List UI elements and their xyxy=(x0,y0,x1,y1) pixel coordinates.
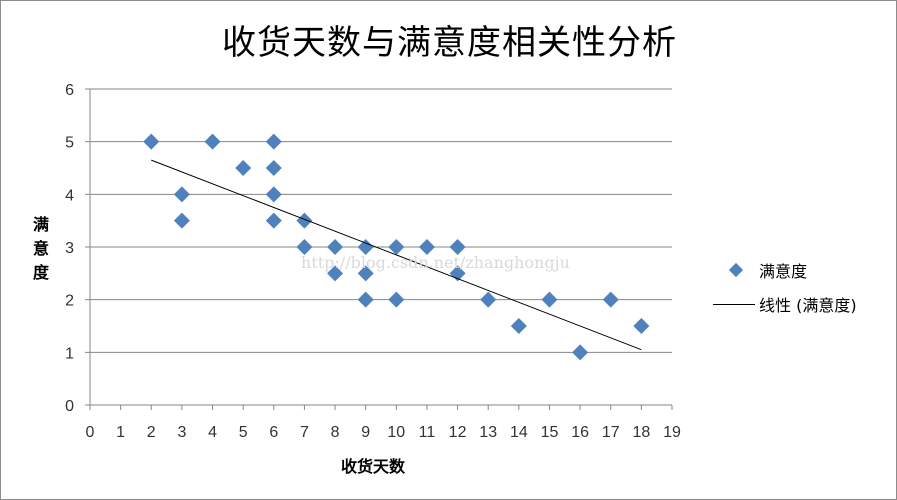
x-tick-label: 6 xyxy=(269,424,278,441)
x-tick-label: 3 xyxy=(177,424,186,441)
data-point xyxy=(418,239,435,255)
x-tick-label: 9 xyxy=(361,424,370,441)
trendline xyxy=(151,159,642,351)
y-tick-label: 3 xyxy=(65,240,74,257)
data-point xyxy=(357,265,374,282)
x-tick-label: 5 xyxy=(239,424,248,441)
data-point xyxy=(327,265,344,282)
legend-label: 线性 (满意度) xyxy=(759,296,857,315)
data-point xyxy=(449,239,466,255)
y-label-char: 满 xyxy=(32,215,49,234)
y-axis-label: 满 意 度 xyxy=(31,213,51,285)
y-label-char: 度 xyxy=(32,263,49,282)
data-point xyxy=(602,291,619,308)
chart-title: 收货天数与满意度相关性分析 xyxy=(222,23,677,63)
x-tick-label: 11 xyxy=(419,424,436,441)
x-tick-label: 14 xyxy=(510,424,528,441)
data-point xyxy=(541,291,558,308)
y-tick-label: 0 xyxy=(65,398,74,415)
y-tick-label: 2 xyxy=(65,293,74,310)
data-point xyxy=(572,344,589,361)
data-point xyxy=(388,239,405,255)
data-point xyxy=(173,186,190,203)
x-tick-label: 16 xyxy=(571,424,589,441)
data-point xyxy=(265,212,282,229)
legend-item-trendline: 线性 (满意度) xyxy=(713,287,857,321)
y-tick-label: 1 xyxy=(65,345,74,362)
data-point xyxy=(510,318,527,334)
x-tick-label: 2 xyxy=(147,424,156,441)
data-point xyxy=(143,133,160,150)
legend: 满意度 线性 (满意度) xyxy=(713,253,857,321)
data-point xyxy=(357,239,374,255)
x-tick-label: 17 xyxy=(602,424,620,441)
data-point xyxy=(327,239,344,255)
x-tick-label: 12 xyxy=(449,424,467,441)
y-tick-label: 4 xyxy=(65,187,74,204)
watermark: http://blog.csdn.net/zhanghongju xyxy=(301,253,570,272)
y-tick-label: 6 xyxy=(65,82,74,99)
x-tick-label: 18 xyxy=(632,424,650,441)
x-tick-label: 15 xyxy=(541,424,559,441)
legend-item-scatter: 满意度 xyxy=(713,253,857,287)
y-tick-label: 5 xyxy=(65,135,74,152)
data-point xyxy=(265,133,282,150)
data-point xyxy=(204,133,221,150)
data-point xyxy=(173,212,190,229)
line-marker-icon xyxy=(713,303,755,305)
data-point xyxy=(265,160,282,176)
data-point xyxy=(633,318,650,334)
legend-label: 满意度 xyxy=(759,262,808,281)
data-point xyxy=(296,239,313,255)
x-tick-label: 8 xyxy=(331,424,340,441)
data-point xyxy=(357,291,374,308)
data-point xyxy=(296,212,313,229)
x-tick-label: 13 xyxy=(479,424,497,441)
data-point xyxy=(265,186,282,203)
x-tick-label: 1 xyxy=(116,424,125,441)
x-tick-label: 19 xyxy=(663,424,681,441)
x-tick-label: 10 xyxy=(387,424,405,441)
data-point xyxy=(480,291,497,308)
x-tick-label: 4 xyxy=(208,424,217,441)
x-axis-label: 收货天数 xyxy=(341,457,406,476)
data-point xyxy=(235,160,252,176)
x-tick-label: 7 xyxy=(300,424,309,441)
data-point xyxy=(388,291,405,308)
y-label-char: 意 xyxy=(32,239,49,258)
x-tick-label: 0 xyxy=(86,424,95,441)
diamond-marker-icon xyxy=(728,262,744,278)
